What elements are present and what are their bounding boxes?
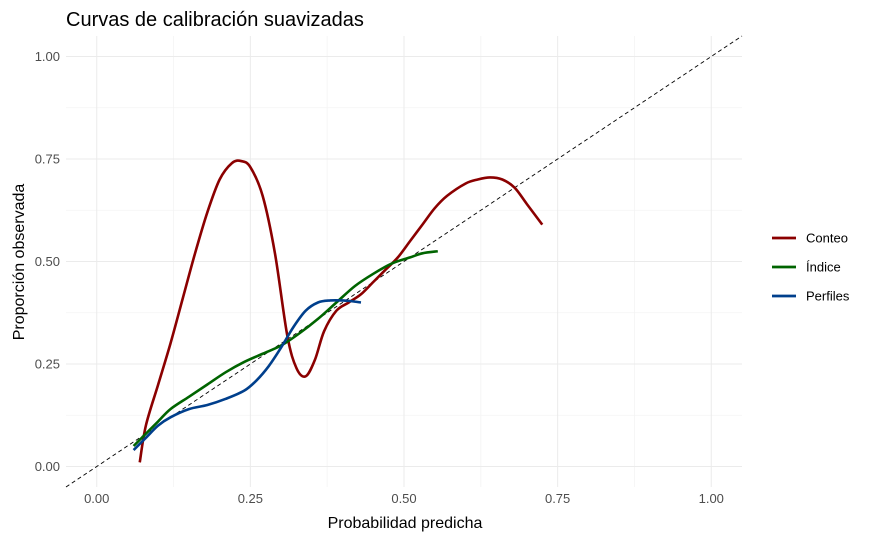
legend-label: Conteo (806, 231, 848, 246)
series-line-perfiles (132, 298, 362, 452)
tick-labels: 0.00 0.25 0.50 0.75 1.00 0.00 0.25 0.50 0.75 1.00 (35, 49, 724, 506)
series-group (132, 159, 544, 463)
y-tick-label: 0.25 (35, 357, 60, 372)
legend-item-índice: Índice (772, 260, 841, 275)
y-axis-title: Proporción observada (11, 184, 28, 341)
legend-label: Perfiles (806, 289, 850, 304)
x-axis-title: Probabilidad predicha (328, 515, 483, 532)
x-tick-label: 0.75 (545, 491, 570, 506)
y-tick-label: 1.00 (35, 49, 60, 64)
x-tick-label: 0.50 (391, 491, 416, 506)
chart-title: Curvas de calibración suavizadas (66, 9, 364, 31)
x-tick-label: 1.00 (699, 491, 724, 506)
series-line-conteo (138, 159, 544, 463)
y-tick-label: 0.00 (35, 459, 60, 474)
x-tick-label: 0.25 (238, 491, 263, 506)
y-tick-label: 0.50 (35, 254, 60, 269)
x-tick-label: 0.00 (84, 491, 109, 506)
legend-label: Índice (806, 260, 841, 275)
series-line-índice (132, 249, 438, 447)
legend-item-perfiles: Perfiles (772, 289, 850, 304)
y-tick-label: 0.75 (35, 152, 60, 167)
legend-item-conteo: Conteo (772, 231, 848, 246)
legend: Conteo Índice Perfiles (772, 231, 850, 304)
